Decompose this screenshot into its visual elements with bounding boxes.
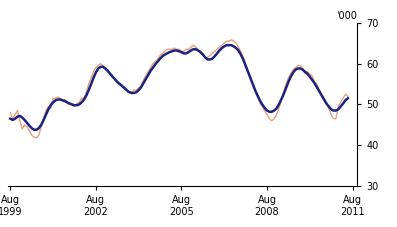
Text: '000: '000 [336,11,357,21]
